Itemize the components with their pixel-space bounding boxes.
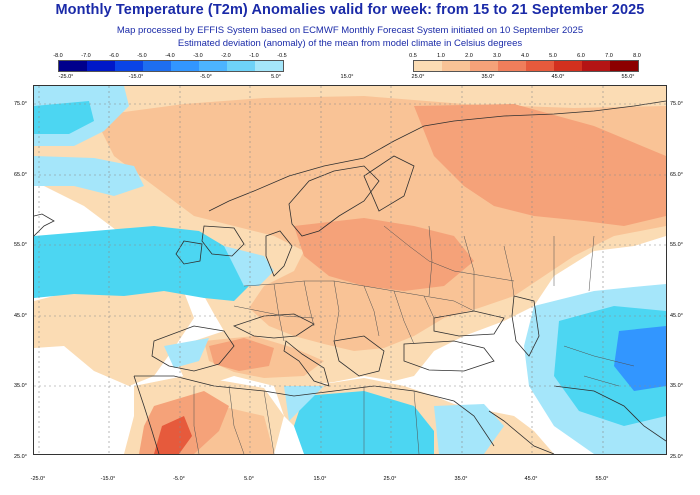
legend-pos-value: 5.0 xyxy=(549,53,557,59)
lon-label-bottom: 5.0° xyxy=(244,476,254,482)
cold-anomaly-region xyxy=(164,338,209,368)
lon-label-bottom: -25.0° xyxy=(30,476,46,482)
legend-neg-value: -2.0 xyxy=(221,53,231,59)
lon-label-bottom: 15.0° xyxy=(313,476,327,482)
lon-label-bottom: -5.0° xyxy=(173,476,185,482)
legend-neg-swatch xyxy=(255,61,283,71)
subtitle-processing: Map processed by EFFIS System based on E… xyxy=(116,25,584,36)
legend-pos-value: 7.0 xyxy=(605,53,613,59)
legend-pos-swatch xyxy=(610,61,638,71)
legend-pos-value: 2.0 xyxy=(465,53,473,59)
lat-label-right: 75.0° xyxy=(670,101,683,107)
warm-anomaly-region xyxy=(294,218,474,291)
legend-pos-tick: 45.0° xyxy=(551,74,565,80)
lat-label-right: 45.0° xyxy=(670,313,683,319)
legend-neg-value: -1.0 xyxy=(249,53,259,59)
legend-neg-swatch xyxy=(199,61,227,71)
lat-label-left: 35.0° xyxy=(14,383,27,389)
legend-neg-value: -0.5 xyxy=(277,53,287,59)
warm-anomaly-region xyxy=(154,416,192,454)
cold-anomaly-region xyxy=(34,101,94,134)
legend-center-tick: 15.0° xyxy=(340,74,354,80)
legend-neg-swatch xyxy=(87,61,115,71)
map-title: Monthly Temperature (T2m) Anomalies vali… xyxy=(55,2,645,18)
legend-pos-value: 8.0 xyxy=(633,53,641,59)
legend-neg-value: -4.0 xyxy=(165,53,175,59)
legend-pos-tick: 35.0° xyxy=(481,74,495,80)
lat-label-left: 65.0° xyxy=(14,172,27,178)
legend-neg-tick: -15.0° xyxy=(128,74,144,80)
legend-pos-value: 1.0 xyxy=(437,53,445,59)
legend-neg-swatch xyxy=(143,61,171,71)
legend-neg-tick: -25.0° xyxy=(58,74,74,80)
lat-label-left: 75.0° xyxy=(14,101,27,107)
legend-pos-value: 6.0 xyxy=(577,53,585,59)
legend-pos-swatch xyxy=(554,61,582,71)
legend-neg-value: -7.0 xyxy=(81,53,91,59)
legend-neg-swatch xyxy=(227,61,255,71)
legend-neg-swatch xyxy=(59,61,87,71)
legend-neg-tick: -5.0° xyxy=(200,74,212,80)
coastlines xyxy=(34,100,666,454)
legend-neg-value: -3.0 xyxy=(193,53,203,59)
lat-label-left: 45.0° xyxy=(14,313,27,319)
lat-label-right: 35.0° xyxy=(670,383,683,389)
subtitle-description: Estimated deviation (anomaly) of the mea… xyxy=(177,38,523,49)
cold-anomaly-region xyxy=(284,386,324,421)
legend-pos-swatch xyxy=(582,61,610,71)
lat-label-right: 65.0° xyxy=(670,172,683,178)
legend-pos-swatch xyxy=(526,61,554,71)
legend-neg-value: -8.0 xyxy=(53,53,63,59)
legend-pos-value: 4.0 xyxy=(521,53,529,59)
lat-label-left: 25.0° xyxy=(14,454,27,460)
legend-positive-colorbar xyxy=(413,60,639,72)
graticule xyxy=(34,86,666,454)
lon-label-bottom: 45.0° xyxy=(524,476,538,482)
lat-label-left: 55.0° xyxy=(14,242,27,248)
warm-anomaly-region xyxy=(34,284,194,386)
legend-negative-colorbar xyxy=(58,60,284,72)
legend-pos-value: 0.5 xyxy=(409,53,417,59)
lon-label-bottom: 55.0° xyxy=(595,476,609,482)
lon-label-bottom: 35.0° xyxy=(454,476,468,482)
legend-neg-tick: 5.0° xyxy=(271,74,281,80)
lat-label-right: 55.0° xyxy=(670,242,683,248)
cold-anomaly-region xyxy=(34,156,144,196)
cold-anomaly-region xyxy=(614,326,666,391)
legend-pos-swatch xyxy=(470,61,498,71)
legend-neg-value: -6.0 xyxy=(109,53,119,59)
legend-pos-swatch xyxy=(414,61,442,71)
legend-pos-tick: 25.0° xyxy=(411,74,425,80)
warm-anomaly-region xyxy=(209,338,274,371)
cold-anomaly-region xyxy=(224,246,274,286)
legend-pos-swatch xyxy=(442,61,470,71)
anomaly-map-svg xyxy=(34,86,666,454)
legend-pos-swatch xyxy=(498,61,526,71)
legend-neg-swatch xyxy=(171,61,199,71)
legend-neg-swatch xyxy=(115,61,143,71)
lon-label-bottom: 25.0° xyxy=(383,476,397,482)
legend-pos-value: 3.0 xyxy=(493,53,501,59)
legend-neg-value: -5.0 xyxy=(137,53,147,59)
country-borders xyxy=(193,225,635,454)
lat-label-right: 25.0° xyxy=(670,454,683,460)
lon-label-bottom: -15.0° xyxy=(100,476,116,482)
legend-pos-tick: 55.0° xyxy=(621,74,635,80)
anomaly-map[interactable] xyxy=(33,85,667,455)
cold-anomaly-region xyxy=(434,404,504,454)
warm-anomaly-region xyxy=(574,146,666,214)
